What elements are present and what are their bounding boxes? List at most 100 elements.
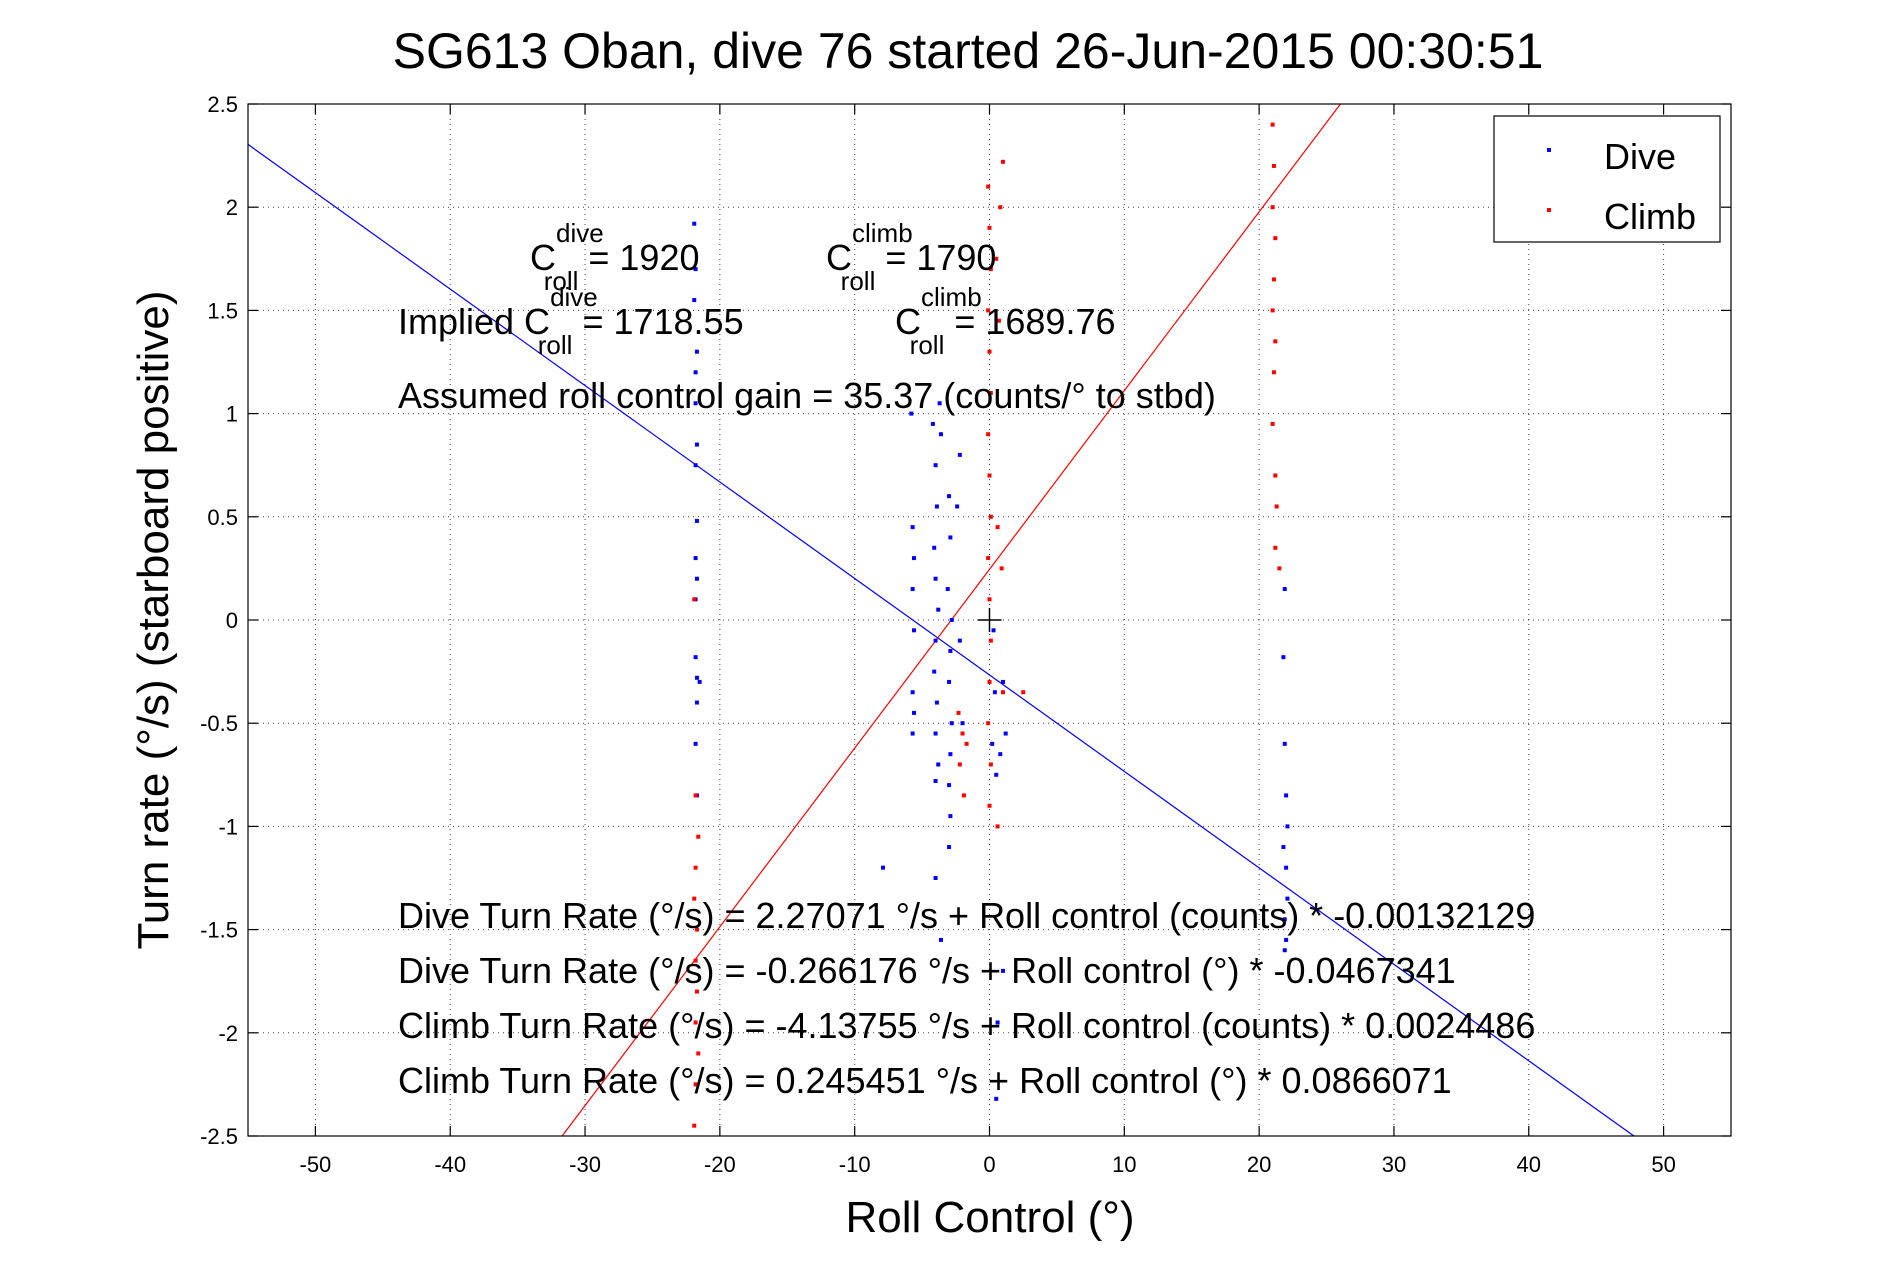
point-climb (1270, 308, 1275, 313)
legend-label-climb: Climb (1604, 196, 1696, 237)
point-climb (693, 1082, 698, 1087)
x-tick-label: -10 (839, 1152, 871, 1177)
y-tick-label: -1 (218, 814, 238, 839)
point-dive (936, 762, 941, 767)
point-climb (1271, 163, 1276, 168)
point-climb (696, 1051, 701, 1056)
center-marker (977, 608, 1002, 632)
point-climb (988, 514, 993, 519)
point-dive (694, 700, 699, 705)
point-climb (1274, 504, 1279, 509)
x-tick-label: 30 (1382, 1152, 1406, 1177)
point-dive (693, 655, 698, 660)
point-climb (995, 824, 1000, 829)
point-climb (693, 793, 698, 798)
y-tick-label: 0 (226, 608, 238, 633)
point-dive (1000, 679, 1005, 684)
point-dive (693, 267, 698, 272)
gain-annotation: Assumed roll control gain = 35.37 (count… (398, 375, 1216, 416)
point-climb (987, 349, 992, 354)
implied-c-dive-label: Implied Cdive roll = 1718.55 (398, 282, 744, 360)
legend-box (1493, 115, 1721, 243)
point-dive (693, 370, 698, 375)
point-dive (910, 690, 915, 695)
point-climb (995, 525, 1000, 530)
point-dive (693, 556, 698, 561)
point-dive (933, 778, 938, 783)
fit-line-dive (247, 143, 1635, 1137)
y-tick-label: 2.5 (207, 92, 238, 117)
point-dive (693, 401, 698, 406)
point-climb (1273, 339, 1278, 344)
point-dive (1284, 937, 1289, 942)
y-axis-label: Turn rate (°/s) (starboard positive) (129, 290, 178, 949)
point-dive (955, 504, 960, 509)
x-tick-label: 50 (1651, 1152, 1675, 1177)
point-climb (988, 638, 993, 643)
point-dive (933, 876, 938, 880)
point-dive (949, 618, 954, 622)
point-dive (910, 525, 915, 530)
y-tick-label: -0.5 (200, 711, 238, 736)
x-tick-label: -30 (569, 1152, 601, 1177)
c-dive-roll-label: Cdive roll = 1920 (530, 218, 700, 296)
point-climb (1000, 690, 1005, 695)
point-dive (1003, 731, 1008, 736)
point-climb (987, 679, 992, 684)
point-climb (996, 318, 1001, 323)
point-climb (692, 896, 697, 901)
data-points (692, 122, 1290, 1128)
point-climb (1000, 159, 1005, 164)
point-dive (697, 679, 702, 684)
point-climb (964, 741, 969, 746)
legend-marker-dive (1547, 148, 1551, 152)
point-climb (1021, 690, 1026, 695)
x-tick-label: -40 (434, 1152, 466, 1177)
x-tick-label: 0 (983, 1152, 995, 1177)
point-dive (930, 421, 935, 426)
chart-title: SG613 Oban, dive 76 started 26-Jun-2015 … (393, 23, 1544, 79)
implied-c-climb-label: Cclimb roll = 1689.76 (895, 282, 1116, 360)
point-climb (1273, 473, 1278, 478)
point-dive (948, 814, 953, 819)
point-dive (1282, 587, 1287, 592)
equation-climb-degrees: Climb Turn Rate (°/s) = 0.245451 °/s + R… (398, 1060, 1452, 1101)
point-climb (987, 597, 992, 602)
equation-climb-counts: Climb Turn Rate (°/s) = -4.13755 °/s + R… (398, 1005, 1535, 1046)
point-climb (1270, 205, 1275, 210)
point-dive (945, 587, 950, 592)
x-tick-label: -50 (300, 1152, 332, 1177)
point-dive (932, 669, 937, 674)
point-dive (947, 783, 952, 788)
y-tick-label: -2 (218, 1021, 238, 1046)
point-dive (994, 772, 999, 777)
point-climb (988, 267, 993, 272)
point-climb (692, 597, 697, 602)
point-dive (933, 638, 938, 643)
x-axis-ticks: -50 -40 -30 -20 -10 0 10 20 30 40 50 (300, 104, 1676, 1177)
point-climb (988, 390, 993, 395)
point-climb (987, 225, 992, 230)
annotations: Cdive roll = 1920 Cclimb roll = 1790 Impli… (398, 218, 1535, 1101)
point-climb (994, 256, 999, 261)
point-climb (957, 762, 962, 767)
point-climb (693, 865, 698, 870)
point-dive (949, 721, 954, 726)
point-dive (992, 690, 997, 695)
x-tick-label: 10 (1112, 1152, 1136, 1177)
point-dive (938, 937, 943, 942)
point-dive (909, 411, 914, 416)
point-climb (694, 927, 699, 932)
point-climb (998, 205, 1003, 210)
point-dive (933, 731, 938, 736)
c-climb-roll-label: Cclimb roll = 1790 (826, 218, 996, 296)
y-axis-ticks: -2.5 -2 -1.5 -1 -0.5 0 0.5 1 1.5 2 2.5 (200, 92, 1731, 1149)
point-dive (934, 700, 939, 705)
point-climb (987, 803, 992, 808)
point-dive (998, 752, 1003, 757)
point-dive (957, 452, 962, 457)
point-climb (692, 1123, 697, 1128)
point-dive (1285, 896, 1290, 901)
point-dive (694, 576, 699, 581)
